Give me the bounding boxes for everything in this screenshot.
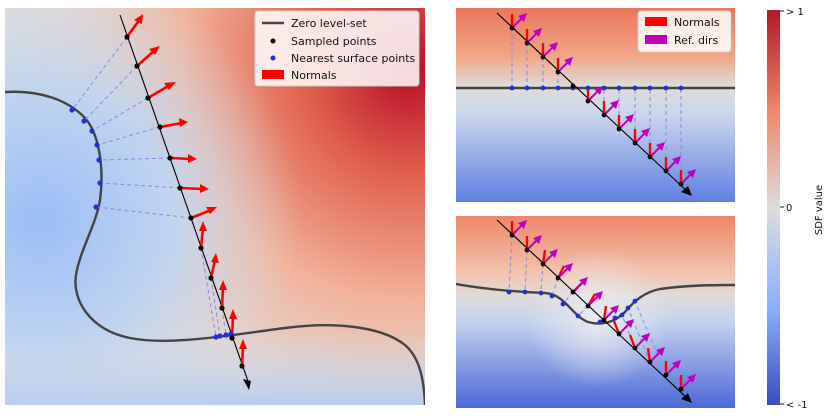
main-panel: Zero level-set Sampled points Nearest su… [5,8,425,405]
sampling-ray-main [119,14,250,385]
legend-label-ref-dirs: Ref. dirs [674,34,719,47]
zero-level-set-curve-bottom-right [456,282,735,325]
top-right-panel: Normals Ref. dirs [456,8,735,202]
surface-points-bottom-right [506,289,638,325]
ref-dir-arrows-bottom-right [511,220,696,390]
legend-swatch-sampled-points [270,38,276,44]
colorbar-tick-top: > 1 [786,7,804,18]
colorbar-tick-mid: 0 [786,203,792,214]
sampled-points-top-right [509,25,684,187]
legend-main: Zero level-set Sampled points Nearest su… [254,10,420,87]
legend-label-normals-tr: Normals [674,16,720,29]
colorbar: > 1 0 < -1 SDF value [767,7,825,411]
ray-arrowhead-main [243,379,251,390]
colorbar-tick-bottom: < -1 [786,400,808,411]
ref-dir-arrows-top-right [511,13,696,185]
legend-swatch-ref-dirs [645,35,667,44]
surface-points-main [69,107,234,340]
normal-arrows-main [125,14,247,368]
legend-label-sampled-points: Sampled points [291,35,377,48]
legend-top-right: Normals Ref. dirs [637,10,732,53]
surface-points-top-right [509,85,684,91]
legend-label-zero-level-set: Zero level-set [291,17,367,30]
legend-label-normals: Normals [291,69,337,82]
colorbar-gradient [767,10,780,405]
legend-swatch-nearest-surface-points [270,55,276,61]
projection-lines-bottom-right [508,234,667,376]
legend-swatch-normals-tr [645,17,667,26]
legend-swatch-normals [262,70,284,79]
sampled-points-bottom-right [509,232,684,392]
bottom-right-panel [456,216,735,408]
projection-lines-main [71,36,227,338]
sampled-points-main [124,34,245,369]
colorbar-label: SDF value [814,185,825,235]
legend-label-nearest-surface-points: Nearest surface points [291,52,416,65]
zero-level-set-curve-main [5,90,425,405]
